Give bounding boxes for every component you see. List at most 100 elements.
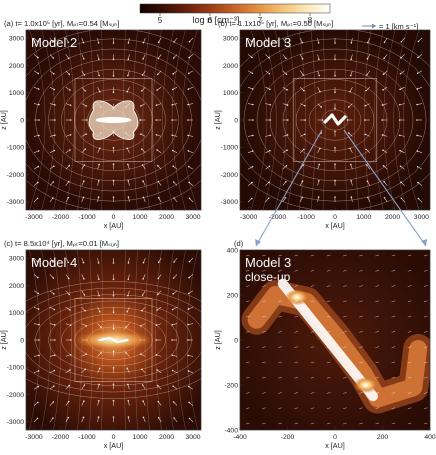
velocity-arrow <box>172 150 178 154</box>
velocity-arrow <box>188 355 194 357</box>
velocity-arrow <box>247 166 253 170</box>
arrow-head-icon <box>155 353 158 356</box>
model-sublabel: close-up <box>245 270 291 284</box>
velocity-arrow <box>310 407 315 409</box>
velocity-arrow <box>366 164 371 170</box>
arrow-head-icon <box>349 163 352 166</box>
arrow-head-icon <box>69 369 71 371</box>
arrow-head-icon <box>100 352 102 354</box>
velocity-arrow <box>278 392 282 394</box>
x-tick-label: 0 <box>112 214 116 221</box>
y-tick-label: 1000 <box>9 90 24 97</box>
velocity-arrow <box>262 422 266 425</box>
arrow-head-icon <box>97 399 100 402</box>
arrow-head-icon <box>53 88 56 91</box>
colorbar-tick-label: 6 <box>208 16 213 25</box>
velocity-arrow <box>97 70 100 76</box>
velocity-arrow <box>423 254 428 257</box>
velocity-arrow <box>65 86 71 91</box>
arrow-head-icon <box>98 147 101 150</box>
velocity-arrow <box>140 133 146 137</box>
velocity-arrow <box>343 361 347 364</box>
velocity-arrow <box>65 257 69 263</box>
velocity-arrow <box>81 400 85 406</box>
velocity-arrow <box>391 407 396 409</box>
velocity-arrow <box>128 37 130 43</box>
arrow-head-icon <box>52 197 54 199</box>
velocity-arrow <box>172 370 178 374</box>
velocity-arrow <box>245 254 250 257</box>
field-line <box>286 30 297 210</box>
velocity-arrow <box>158 417 162 423</box>
central-filament <box>323 113 347 126</box>
velocity-arrow <box>310 331 315 333</box>
velocity-arrow <box>172 70 178 75</box>
velocity-arrow <box>33 198 38 203</box>
arrow-head-icon <box>304 119 307 121</box>
arrow-head-icon <box>252 103 254 106</box>
velocity-arrow <box>173 181 178 186</box>
arrow-head-icon <box>37 56 39 59</box>
arrow-head-icon <box>173 41 175 43</box>
arrow-head-icon <box>53 293 55 295</box>
arrow-head-icon <box>112 42 115 44</box>
velocity-arrow <box>391 300 396 303</box>
arrow-head-icon <box>69 89 71 91</box>
density-contour <box>26 281 201 399</box>
velocity-arrow <box>173 54 178 59</box>
arrow-head-icon <box>350 179 352 182</box>
velocity-arrow <box>310 254 315 257</box>
arrow-head-icon <box>268 57 270 59</box>
arrow-head-icon <box>400 197 403 199</box>
arrow-head-icon <box>285 164 288 167</box>
arrow-head-icon <box>269 119 272 121</box>
arrow-head-icon <box>171 104 174 106</box>
velocity-arrow <box>407 285 412 287</box>
arrow-head-icon <box>251 150 254 152</box>
velocity-arrow <box>400 166 405 170</box>
arrow-head-icon <box>98 383 100 386</box>
arrow-head-icon <box>37 401 39 404</box>
arrow-head-icon <box>172 401 175 403</box>
arrow-head-icon <box>156 384 159 387</box>
field-line <box>29 30 46 210</box>
arrow-head-icon <box>127 416 130 418</box>
arrow-head-icon <box>334 107 336 110</box>
velocity-arrow <box>359 422 363 425</box>
velocity-arrow <box>351 197 353 203</box>
arrow-head-icon <box>303 104 306 107</box>
y-axis-label: z [AU] <box>213 110 222 130</box>
arrow-head-icon <box>37 370 40 372</box>
velocity-arrow <box>326 270 331 272</box>
arrow-head-icon <box>285 73 288 76</box>
arrow-head-icon <box>126 367 129 370</box>
arrow-head-icon <box>141 368 143 371</box>
velocity-arrow <box>65 134 71 137</box>
arrow-head-icon <box>69 104 72 107</box>
velocity-arrow <box>172 354 178 357</box>
y-tick-label: 0 <box>234 337 238 344</box>
velocity-arrow <box>265 103 271 106</box>
arrow-head-icon <box>140 325 142 327</box>
field-line <box>186 250 198 430</box>
arrow-head-icon <box>83 384 86 386</box>
arrow-head-icon <box>82 41 85 44</box>
velocity-arrow <box>343 376 347 379</box>
velocity-arrow <box>294 346 299 348</box>
arrow-head-icon <box>417 56 419 59</box>
velocity-arrow <box>294 300 299 303</box>
arrow-head-icon <box>38 339 40 341</box>
velocity-arrow <box>282 197 286 203</box>
velocity-arrow <box>97 352 102 357</box>
arrow-head-icon <box>416 150 419 152</box>
arrow-head-icon <box>187 150 190 152</box>
arrow-head-icon <box>251 181 253 184</box>
velocity-arrow <box>188 402 194 406</box>
velocity-arrow <box>310 300 315 303</box>
arrow-head-icon <box>157 41 160 44</box>
velocity-arrow <box>126 307 130 312</box>
x-tick-label: -1000 <box>78 434 96 441</box>
arrow-head-icon <box>156 73 159 76</box>
y-axis-label: z [AU] <box>213 330 222 350</box>
